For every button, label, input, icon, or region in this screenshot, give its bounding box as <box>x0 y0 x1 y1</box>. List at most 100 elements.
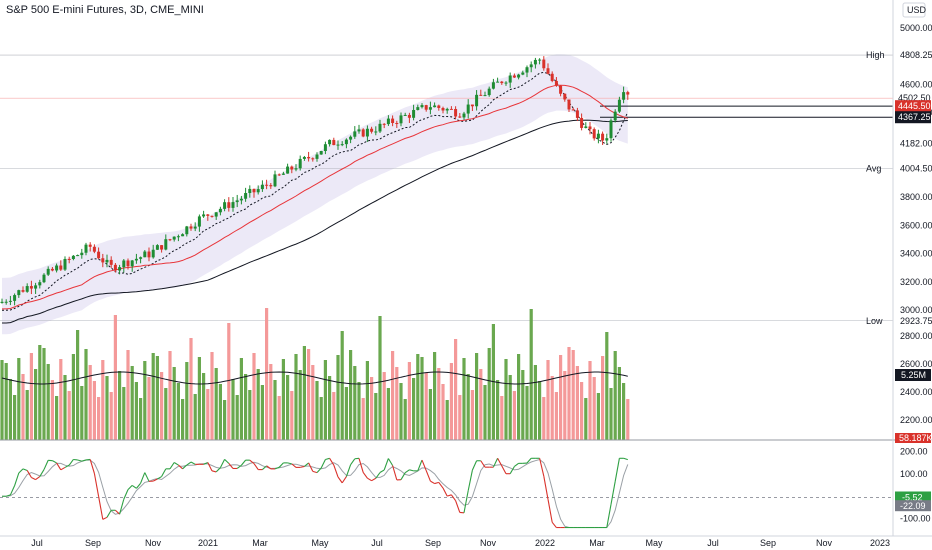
candle-body[interactable] <box>487 88 491 96</box>
volume-bar[interactable] <box>286 375 290 440</box>
candle-body[interactable] <box>281 173 285 175</box>
candle-body[interactable] <box>168 239 172 241</box>
volume-bar[interactable] <box>605 332 609 440</box>
volume-bar[interactable] <box>281 359 285 440</box>
candle-body[interactable] <box>185 226 189 235</box>
volume-bar[interactable] <box>521 370 525 440</box>
volume-bar[interactable] <box>340 331 344 440</box>
volume-bar[interactable] <box>403 399 407 440</box>
volume-bar[interactable] <box>13 395 17 440</box>
candle-body[interactable] <box>521 72 525 75</box>
volume-bar[interactable] <box>55 396 59 440</box>
candle-body[interactable] <box>500 81 504 84</box>
candle-body[interactable] <box>206 214 210 216</box>
candle-body[interactable] <box>475 94 479 107</box>
volume-bar[interactable] <box>63 375 67 440</box>
volume-bar[interactable] <box>231 379 235 440</box>
candle-body[interactable] <box>592 129 596 139</box>
candle-body[interactable] <box>164 239 168 250</box>
candle-body[interactable] <box>147 251 151 258</box>
candle-body[interactable] <box>328 139 332 145</box>
candle-body[interactable] <box>504 82 508 84</box>
candle-body[interactable] <box>357 129 361 132</box>
candle-body[interactable] <box>575 110 579 118</box>
candle-body[interactable] <box>21 290 25 292</box>
candle-body[interactable] <box>193 226 197 229</box>
candle-body[interactable] <box>290 166 294 170</box>
volume-bar[interactable] <box>445 400 449 440</box>
volume-bar[interactable] <box>147 377 151 440</box>
candle-body[interactable] <box>336 144 340 146</box>
candle-body[interactable] <box>13 295 17 301</box>
volume-bar[interactable] <box>269 364 273 440</box>
volume-bar[interactable] <box>575 366 579 440</box>
candle-body[interactable] <box>596 133 600 139</box>
candle-body[interactable] <box>479 94 483 96</box>
volume-bar[interactable] <box>223 400 227 440</box>
candle-body[interactable] <box>55 265 59 271</box>
volume-bar[interactable] <box>462 358 466 440</box>
volume-bar[interactable] <box>8 379 12 440</box>
volume-bar[interactable] <box>395 367 399 440</box>
volume-bar[interactable] <box>315 381 319 440</box>
candle-body[interactable] <box>491 82 495 89</box>
volume-bar[interactable] <box>88 365 92 440</box>
volume-bar[interactable] <box>563 371 567 440</box>
volume-bar[interactable] <box>25 390 29 440</box>
volume-bar[interactable] <box>260 385 264 440</box>
volume-bar[interactable] <box>626 399 630 440</box>
volume-bar[interactable] <box>181 399 185 440</box>
volume-bar[interactable] <box>290 391 294 440</box>
volume-bar[interactable] <box>164 388 168 440</box>
time-axis[interactable]: Jul Sep Nov 2021 Mar May Jul Sep Nov 2022 Mar May Ju… <box>31 538 890 548</box>
volume-bar[interactable] <box>517 354 521 440</box>
candle-body[interactable] <box>302 156 306 159</box>
volume-bar[interactable] <box>487 348 491 440</box>
candle-body[interactable] <box>235 200 239 203</box>
candle-body[interactable] <box>601 133 605 141</box>
candle-body[interactable] <box>626 92 630 95</box>
candle-body[interactable] <box>382 123 386 125</box>
candle-body[interactable] <box>17 290 21 296</box>
candle-body[interactable] <box>25 286 29 292</box>
volume-bar[interactable] <box>71 354 75 440</box>
candle-body[interactable] <box>88 244 92 247</box>
candle-body[interactable] <box>122 260 126 268</box>
volume-bar[interactable] <box>592 377 596 440</box>
volume-bar[interactable] <box>235 395 239 440</box>
volume-bar[interactable] <box>248 390 252 440</box>
volume-bar[interactable] <box>202 373 206 440</box>
candle-body[interactable] <box>420 105 424 108</box>
volume-bar[interactable] <box>252 353 256 440</box>
volume-bar[interactable] <box>449 363 453 440</box>
volume-bar[interactable] <box>365 361 369 440</box>
volume-bar[interactable] <box>214 368 218 440</box>
volume-bar[interactable] <box>617 367 621 440</box>
volume-bar[interactable] <box>134 382 138 440</box>
candle-body[interactable] <box>38 282 42 286</box>
candle-body[interactable] <box>584 126 588 128</box>
candle-body[interactable] <box>118 267 122 271</box>
volume-bar[interactable] <box>441 384 445 440</box>
candle-body[interactable] <box>563 93 567 100</box>
volume-bar[interactable] <box>428 389 432 440</box>
candle-body[interactable] <box>416 107 420 110</box>
candle-body[interactable] <box>143 251 147 258</box>
volume-bar[interactable] <box>353 366 357 440</box>
volume-bar[interactable] <box>105 376 109 440</box>
candle-body[interactable] <box>378 123 382 132</box>
candle-body[interactable] <box>256 189 260 193</box>
volume-bar[interactable] <box>596 393 600 440</box>
volume-bar[interactable] <box>76 330 80 440</box>
volume-bar[interactable] <box>332 392 336 440</box>
volume-bar[interactable] <box>189 338 193 440</box>
candle-body[interactable] <box>294 168 298 170</box>
volume-bar[interactable] <box>622 383 626 440</box>
volume-bar[interactable] <box>126 350 130 440</box>
candle-body[interactable] <box>286 166 290 174</box>
candle-body[interactable] <box>428 107 432 110</box>
candle-body[interactable] <box>311 158 315 160</box>
candle-body[interactable] <box>517 74 521 78</box>
candle-body[interactable] <box>97 251 101 259</box>
candle-body[interactable] <box>8 300 12 302</box>
